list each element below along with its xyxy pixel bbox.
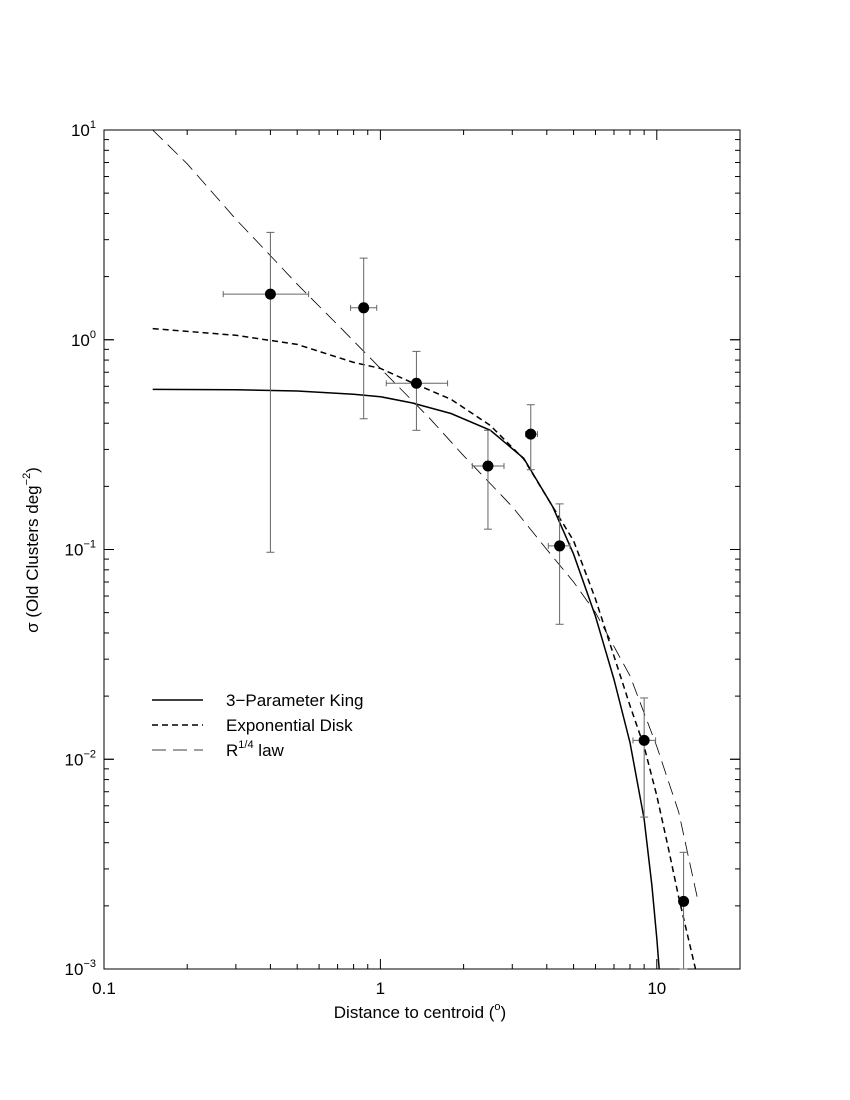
- point-marker: [482, 460, 494, 472]
- data-point: [471, 429, 505, 530]
- y-tick-label: 10−2: [65, 748, 96, 769]
- y-tick-label: 100: [71, 329, 96, 350]
- tick-labels: 0.1 1 10 101 100 10−1 10−2 10−3: [65, 119, 667, 998]
- point-marker: [358, 302, 370, 314]
- point-marker: [638, 734, 650, 746]
- data-point: [222, 231, 310, 553]
- y-axis-label: σ (Old Clusters deg−2): [21, 467, 42, 633]
- fit-curves: [152, 129, 698, 970]
- legend-label-2: R1/4 law: [226, 739, 285, 760]
- point-marker: [678, 895, 690, 907]
- x-tick-label: 1: [376, 979, 385, 998]
- y-tick-label: 101: [71, 119, 96, 140]
- legend-label-0: 3−Parameter King: [226, 691, 364, 710]
- legend: 3−Parameter King Exponential Disk R1/4 law: [152, 691, 364, 760]
- y-tick-label: 10−1: [65, 539, 96, 560]
- data-point: [350, 257, 378, 420]
- point-marker: [554, 540, 566, 552]
- data-point: [632, 697, 657, 818]
- data-points: [222, 231, 690, 970]
- x-tick-label: 10: [647, 979, 666, 998]
- plot-frame: [103, 129, 741, 970]
- data-point: [547, 503, 571, 625]
- data-point: [678, 851, 690, 970]
- tick-marks: [103, 129, 741, 970]
- x-axis-label: Distance to centroid (o): [334, 1001, 506, 1022]
- y-tick-label: 10−3: [65, 958, 96, 979]
- data-point: [525, 404, 538, 471]
- point-marker: [410, 377, 422, 389]
- fit-curve-0: [152, 388, 660, 970]
- x-tick-label: 0.1: [92, 979, 116, 998]
- fit-curve-2: [152, 129, 698, 898]
- data-point: [385, 350, 449, 431]
- fit-curve-1: [152, 327, 697, 970]
- point-marker: [525, 428, 537, 440]
- legend-label-1: Exponential Disk: [226, 716, 353, 735]
- point-marker: [264, 288, 276, 300]
